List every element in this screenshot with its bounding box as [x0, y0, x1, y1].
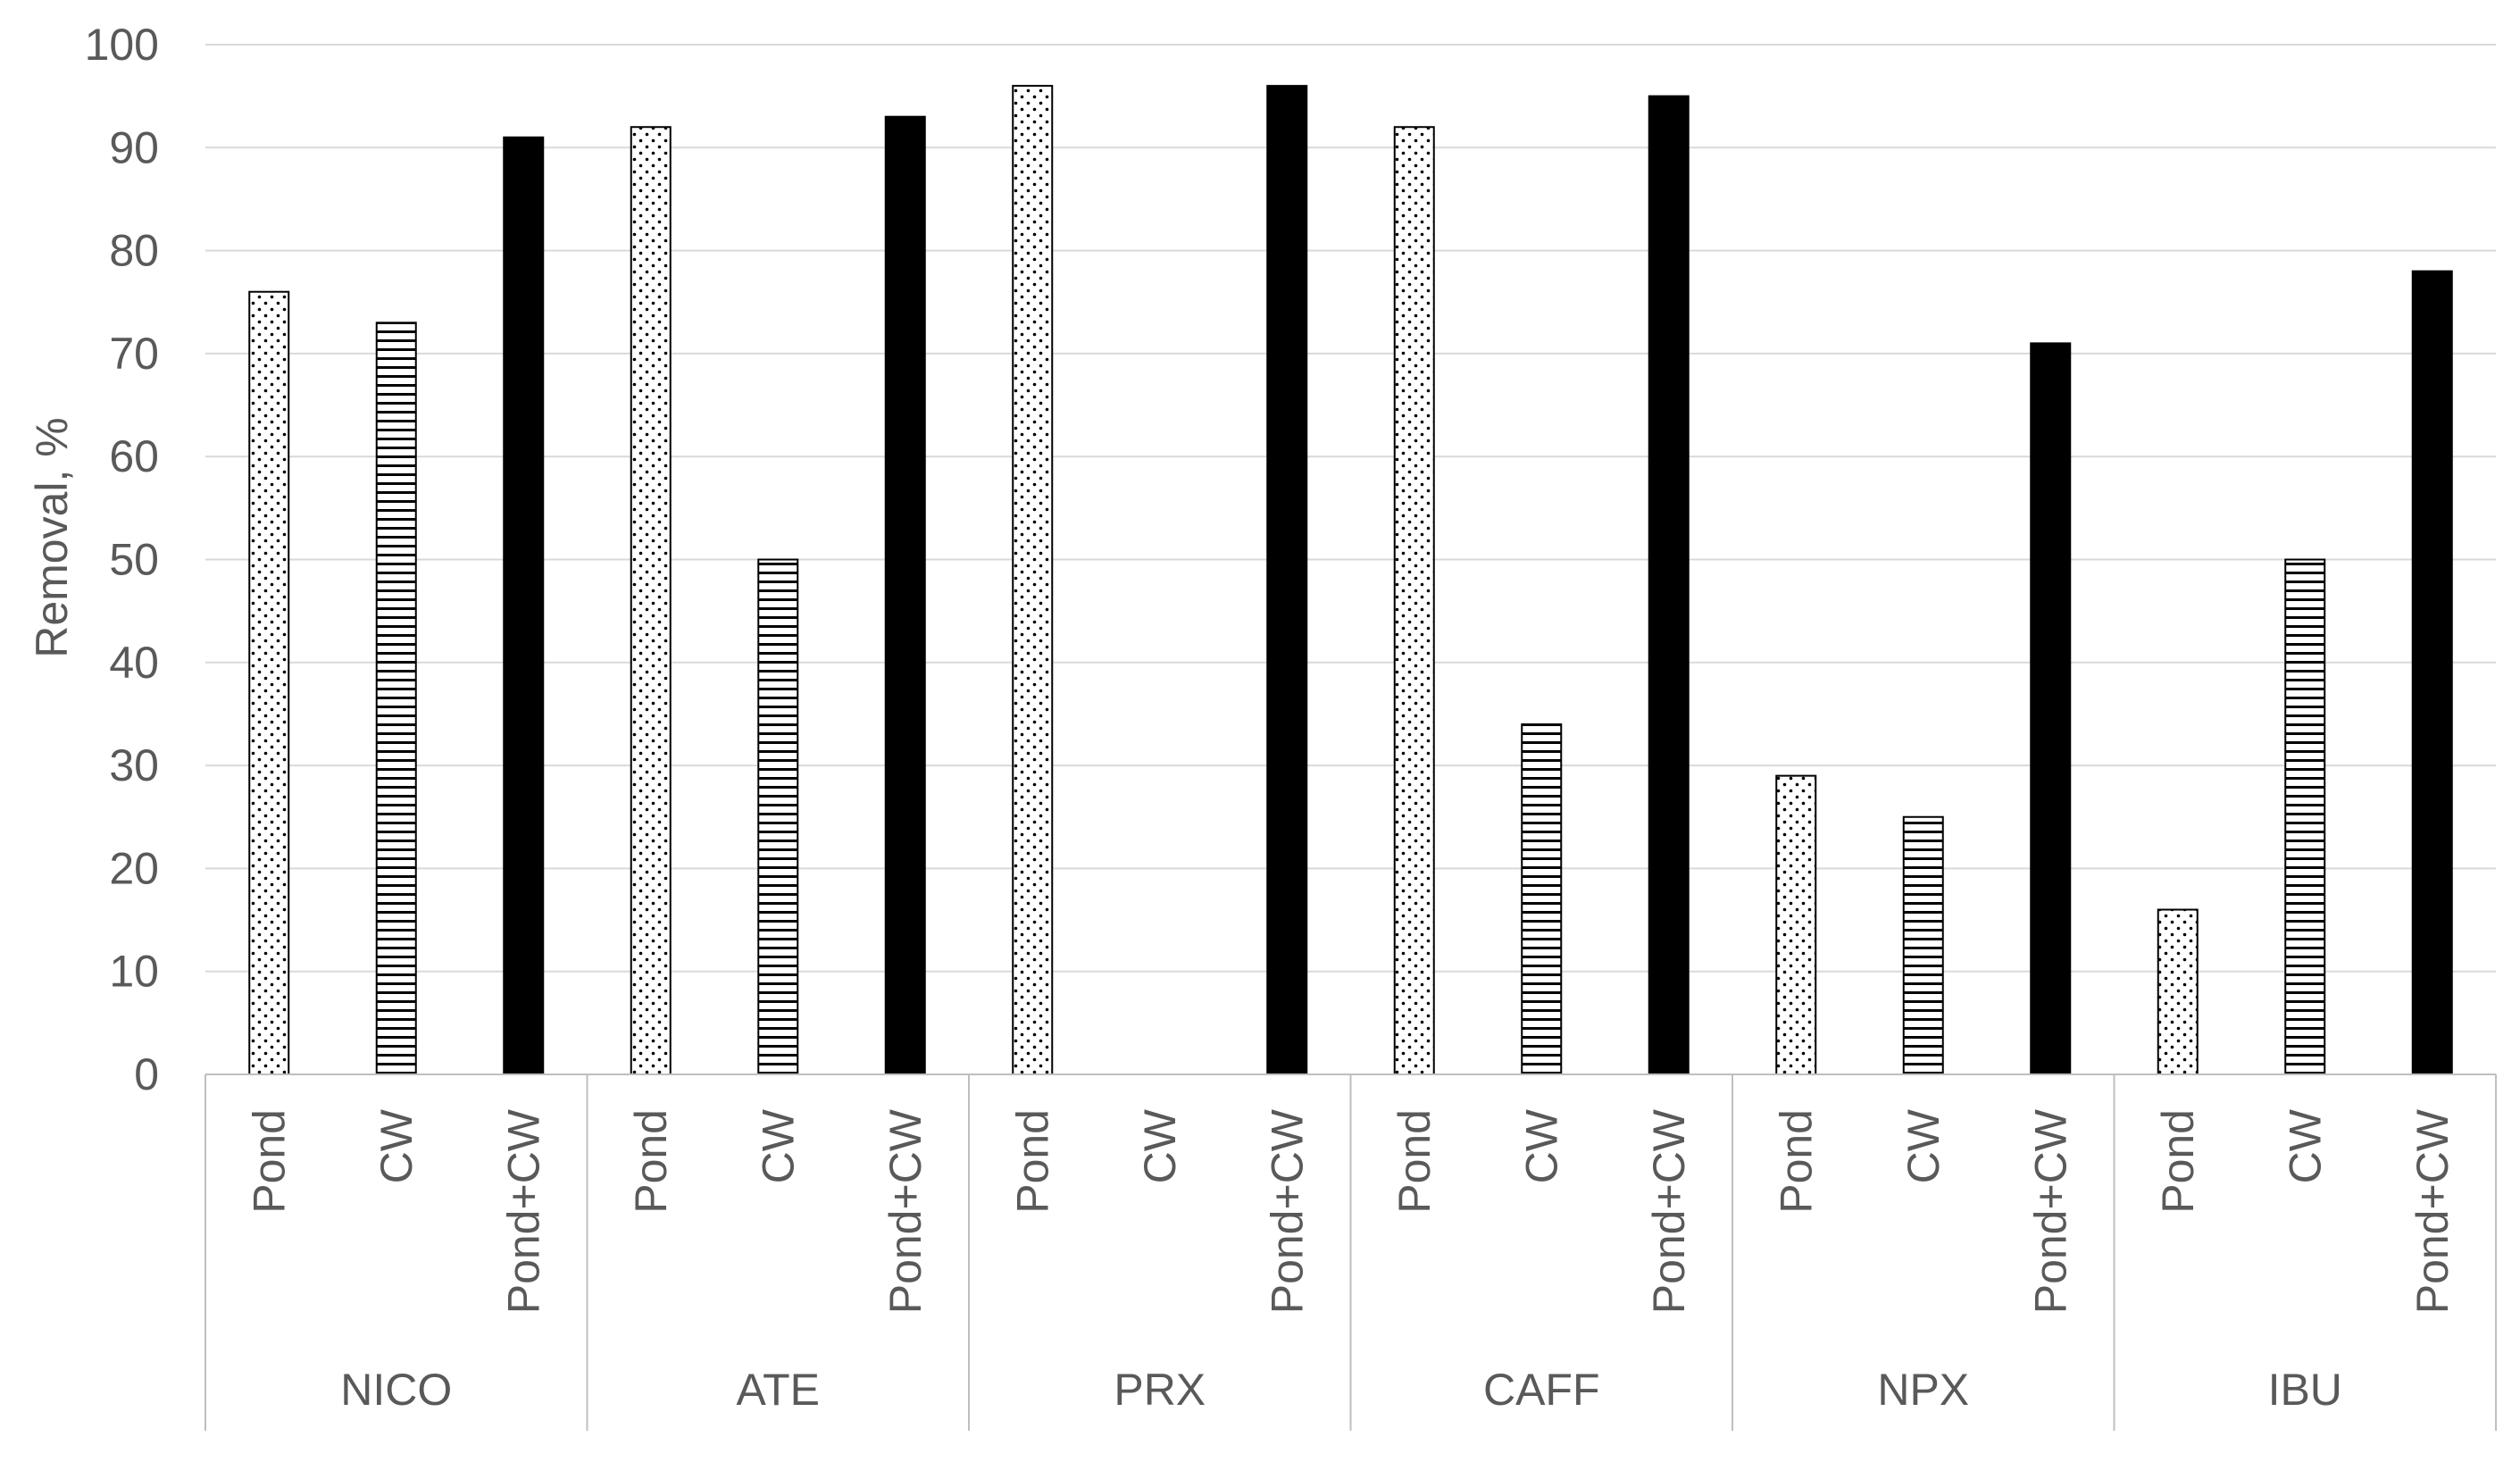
y-tick-label: 70 [109, 329, 159, 379]
bar-caff-cw [1521, 723, 1563, 1075]
x-group-label: NICO [340, 1365, 452, 1415]
x-subcategory-label: Pond+CW [2407, 1108, 2457, 1314]
x-group-label: IBU [2268, 1365, 2342, 1415]
y-tick-label: 40 [109, 638, 159, 688]
x-subcategory-label: CW [2280, 1108, 2330, 1183]
x-subcategory-label: CW [1898, 1108, 1948, 1183]
axes [204, 1074, 2497, 1431]
x-group-label: CAFF [1483, 1365, 1600, 1415]
bar-ate-pond-plus-cw [884, 115, 926, 1076]
x-subcategory-label: Pond+CW [2025, 1108, 2075, 1314]
x-tick-labels: Pond CW Pond+CW NICO Pond CW Pond+CW ATE Pond CW P… [244, 1108, 2457, 1415]
x-subcategory-label: Pond [244, 1109, 294, 1214]
x-subcategory-label: Pond+CW [1644, 1108, 1694, 1314]
x-subcategory-label: CW [371, 1108, 421, 1183]
y-tick-label: 20 [109, 843, 159, 893]
y-tick-labels: 0 10 20 30 40 50 60 70 80 90 100 [85, 20, 159, 1099]
y-axis-label: Removal, % [27, 417, 77, 658]
bar-npx-pond [1775, 774, 1817, 1075]
y-tick-label: 60 [109, 431, 159, 481]
bar-prx-pond-plus-cw [1266, 85, 1308, 1076]
x-subcategory-label: CW [753, 1108, 803, 1183]
x-subcategory-label: Pond+CW [1262, 1108, 1312, 1314]
x-group-label: NPX [1877, 1365, 1969, 1415]
x-group-label: PRX [1114, 1365, 1206, 1415]
y-tick-label: 90 [109, 122, 159, 172]
bar-nico-pond-plus-cw [503, 136, 545, 1075]
x-subcategory-label: Pond [2153, 1109, 2203, 1214]
bar-caff-pond [1393, 126, 1435, 1076]
x-subcategory-label: Pond+CW [880, 1108, 930, 1314]
x-subcategory-label: Pond [626, 1109, 676, 1214]
y-tick-label: 100 [85, 20, 159, 70]
x-subcategory-label: Pond [1389, 1109, 1439, 1214]
y-tick-label: 80 [109, 226, 159, 276]
bar-caff-pond-plus-cw [1648, 95, 1690, 1075]
y-tick-label: 30 [109, 740, 159, 790]
bar-prx-pond [1012, 85, 1054, 1076]
x-group-label: ATE [736, 1365, 820, 1415]
x-subcategory-label: Pond [1771, 1109, 1821, 1214]
gridlines [205, 44, 2496, 973]
bar-npx-pond-plus-cw [2030, 342, 2072, 1075]
bar-ibu-pond [2157, 908, 2199, 1076]
y-tick-label: 50 [109, 535, 159, 585]
y-tick-label: 10 [109, 947, 159, 997]
x-subcategory-label: CW [1135, 1108, 1185, 1183]
x-subcategory-label: Pond [1007, 1109, 1057, 1214]
bar-nico-pond [248, 290, 290, 1076]
y-tick-label: 0 [134, 1049, 159, 1099]
bar-nico-cw [375, 322, 417, 1075]
x-subcategory-label: CW [1516, 1108, 1566, 1183]
bars [248, 85, 2453, 1076]
bar-ibu-cw [2284, 558, 2326, 1075]
bar-npx-cw [1902, 815, 1944, 1075]
bar-ate-cw [757, 558, 799, 1075]
x-subcategory-label: Pond+CW [498, 1108, 548, 1314]
bar-ibu-pond-plus-cw [2411, 270, 2453, 1076]
bar-ate-pond [630, 126, 672, 1076]
